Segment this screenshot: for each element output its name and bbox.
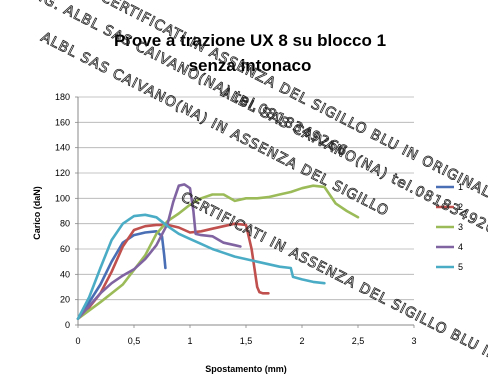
series-line-2 (76, 222, 270, 321)
ticks-layer: 0 20 40 60 80 100 120 140 160 180 0 0,5 1 1,5 2 2,5 3 (55, 92, 417, 346)
series-line-4 (76, 183, 242, 321)
series-line-3 (76, 184, 360, 321)
x-tick-label: 2,5 (352, 336, 365, 346)
y-tick-label: 160 (55, 117, 70, 127)
legend: 1 2 3 4 5 (436, 182, 463, 272)
legend-label-2: 2 (458, 202, 463, 212)
chart-title-line-2: senza intonaco (189, 56, 312, 75)
x-tick-label: 1,5 (240, 336, 253, 346)
watermark-line: CERTIFICATI IN ASSENZA DEL SIGILLO BLU I… (178, 189, 488, 387)
series-layer (76, 183, 360, 321)
x-tick-label: 0 (75, 336, 80, 346)
y-tick-label: 0 (65, 320, 70, 330)
y-tick-label: 40 (60, 269, 70, 279)
y-axis-label: Carico (daN) (32, 186, 42, 240)
series-line-5 (76, 213, 326, 321)
y-tick-label: 180 (55, 92, 70, 102)
x-tick-label: 3 (411, 336, 416, 346)
y-tick-label: 80 (60, 219, 70, 229)
y-tick-label: 20 (60, 295, 70, 305)
legend-label-4: 4 (458, 242, 463, 252)
y-tick-label: 120 (55, 168, 70, 178)
legend-label-1: 1 (458, 182, 463, 192)
y-tick-label: 140 (55, 143, 70, 153)
x-tick-label: 1 (187, 336, 192, 346)
x-tick-label: 0,5 (128, 336, 141, 346)
chart-title-line-1: Prove a trazione UX 8 su blocco 1 (114, 31, 386, 50)
legend-label-3: 3 (458, 222, 463, 232)
x-tick-label: 2 (299, 336, 304, 346)
y-tick-label: 100 (55, 193, 70, 203)
x-axis-label: Spostamento (mm) (205, 364, 287, 374)
y-tick-label: 60 (60, 244, 70, 254)
series-line-1 (76, 230, 167, 321)
legend-label-5: 5 (458, 262, 463, 272)
